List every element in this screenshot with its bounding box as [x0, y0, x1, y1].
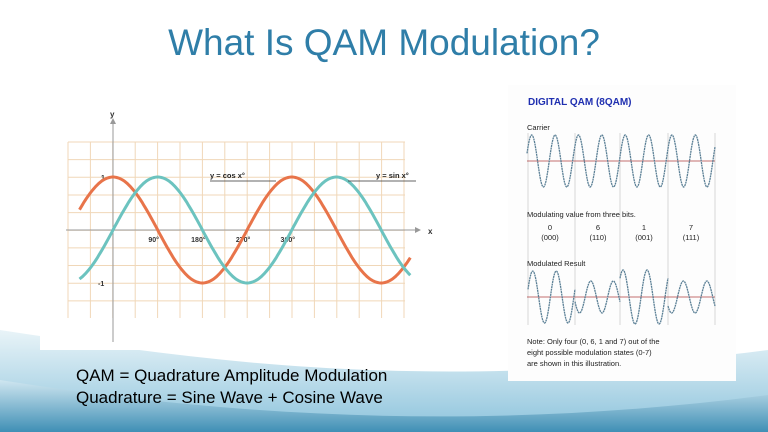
note-line: are shown in this illustration.	[527, 359, 621, 368]
series-sin-line	[78, 175, 412, 285]
diagram-title: DIGITAL QAM (8QAM)	[528, 97, 632, 108]
sine-cosine-chart: x y 90° 180° 270° 360° 1 -1 y = cos x° y = sin x°	[40, 100, 450, 350]
symbol-bits: (000)	[541, 233, 559, 242]
y-axis-arrow-icon	[110, 118, 116, 124]
symbol-bits: (111)	[683, 233, 700, 242]
symbol-value: 6	[596, 223, 600, 232]
modulated-wave-segment	[527, 270, 576, 324]
caption-line-2: Quadrature = Sine Wave + Cosine Wave	[76, 388, 383, 407]
modulating-label: Modulating value from three bits.	[527, 210, 636, 219]
slide-title: What Is QAM Modulation?	[168, 22, 600, 63]
x-axis-label: x	[428, 227, 433, 236]
symbol-bits: (001)	[635, 233, 653, 242]
background-wave-dark	[0, 380, 768, 432]
symbol-value: 7	[689, 223, 693, 232]
modulated-result-label: Modulated Result	[527, 259, 586, 268]
modulated-wave-segment	[667, 280, 716, 314]
modulated-wave-segment	[574, 280, 621, 314]
caption-line-1: QAM = Quadrature Amplitude Modulation	[76, 366, 388, 385]
y-axis-label: y	[110, 110, 115, 119]
sin-series-label: y = sin x°	[376, 171, 409, 180]
note-line: eight possible modulation states (0-7)	[527, 348, 652, 357]
modulated-wave-segment	[619, 269, 669, 325]
x-tick-label: 180°	[191, 236, 206, 244]
symbol-bits: (110)	[590, 233, 607, 242]
y-tick-label: -1	[98, 281, 104, 288]
digital-qam-diagram: DIGITAL QAM (8QAM) Carrier Modulating valu…	[508, 85, 736, 381]
cos-series-label: y = cos x°	[210, 171, 245, 180]
x-axis-arrow-icon	[415, 227, 421, 233]
carrier-wave	[526, 134, 716, 188]
note-line: Note: Only four (0, 6, 1 and 7) out of t…	[527, 337, 660, 346]
symbol-value: 0	[548, 223, 552, 232]
carrier-label: Carrier	[527, 123, 550, 132]
x-tick-label: 90°	[148, 236, 159, 244]
symbol-value: 1	[642, 223, 646, 232]
